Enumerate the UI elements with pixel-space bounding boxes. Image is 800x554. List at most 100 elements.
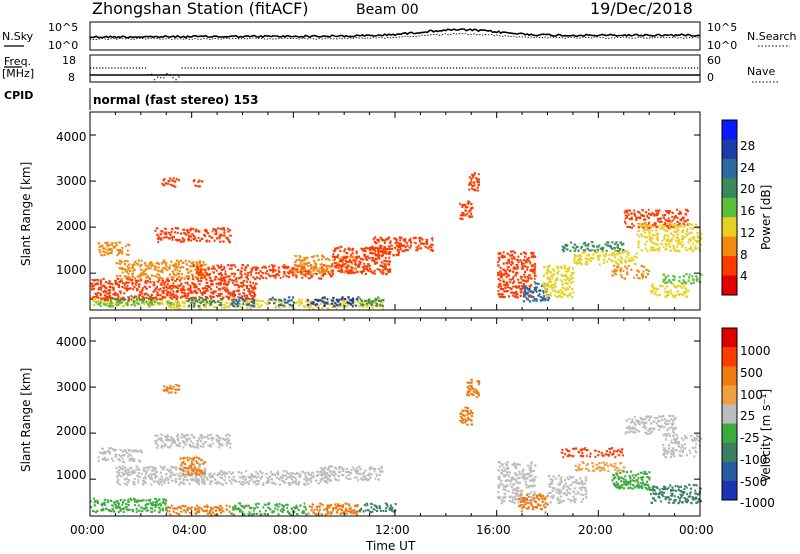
velocity-cell-8: [319, 465, 384, 482]
x-tick-0400: 04:00: [172, 523, 207, 537]
power-cell-13: [331, 245, 392, 276]
velocity-colorbar-label: Velocity [m s⁻¹]: [759, 388, 773, 482]
velocity-cb-tick-neg1000: -1000: [740, 496, 775, 510]
power-cell-30: [458, 200, 474, 221]
nave-trace: [90, 67, 699, 81]
power-cell-9: [97, 241, 131, 257]
power-cell-4: [186, 296, 224, 308]
power-cell-20: [541, 264, 575, 299]
velocity-colorbar-swatch-0: [722, 328, 737, 348]
power-colorbar-frame: [721, 119, 738, 296]
nave-label: Nave: [747, 65, 776, 78]
velocity-y-tick-4000: 4000: [56, 335, 87, 349]
velocity-colorbar-swatch-8: [722, 480, 737, 501]
freq-label: Freq.: [4, 55, 32, 68]
noise-right-tick-top: 10^5: [707, 21, 738, 34]
mode-label: normal (fast stereo) 153: [93, 93, 259, 107]
velocity-colorbar-swatch-6: [722, 442, 737, 463]
power-cb-tick-28: 28: [740, 139, 756, 153]
velocity-colorbar-frame: [721, 327, 738, 501]
velocity-colorbar-swatch-3: [722, 385, 737, 405]
noise-search-trace: [89, 33, 701, 41]
power-cell-10: [115, 259, 207, 280]
x-tick-0800: 08:00: [273, 523, 308, 537]
x-tick-1200: 12:00: [375, 523, 410, 537]
noise-sky-label: N.Sky: [2, 30, 34, 43]
freq-panel: [4, 54, 780, 110]
power-cell-5: [230, 293, 256, 308]
velocity-cell-13: [547, 474, 588, 505]
noise-sky-trace: [90, 28, 701, 39]
power-cb-tick-4: 4: [740, 269, 748, 283]
velocity-cell-21: [459, 406, 474, 426]
velocity-cell-9: [179, 456, 207, 476]
power-y-tick-3000: 3000: [56, 174, 87, 188]
noise-search-label: N.Search: [747, 30, 797, 43]
power-cell-28: [161, 177, 180, 188]
station-title: Zhongshan Station (fitACF): [92, 0, 309, 18]
cpid-label: CPID: [4, 89, 34, 102]
power-cb-tick-20: 20: [740, 182, 756, 196]
velocity-cell-4: [357, 502, 397, 514]
power-cell-16: [369, 236, 402, 257]
velocity-y-tick-1000: 1000: [56, 468, 87, 482]
power-cell-31: [468, 172, 480, 192]
velocity-y-tick-3000: 3000: [56, 380, 87, 394]
power-cell-2: [95, 300, 181, 308]
nave-tick-top: 60: [707, 54, 721, 67]
power-cb-tick-8: 8: [740, 248, 748, 262]
power-colorbar-label: Power [dB]: [759, 184, 773, 250]
power-cb-tick-16: 16: [740, 204, 756, 218]
velocity-cell-16: [624, 414, 677, 436]
power-colorbar-swatch-5: [722, 217, 737, 238]
beam-label: Beam 00: [356, 2, 419, 18]
power-colorbar-swatch-3: [722, 178, 737, 199]
power-colorbar-swatch-0: [722, 120, 737, 140]
power-cell-27: [611, 264, 650, 280]
velocity-cell-18: [649, 483, 702, 505]
power-colorbar-swatch-1: [722, 139, 737, 160]
velocity-cell-19: [611, 470, 651, 491]
velocity-panel: [89, 317, 738, 517]
power-cell-24: [636, 222, 703, 253]
freq-tick-top: 18: [62, 54, 76, 67]
power-colorbar-swatch-6: [722, 236, 737, 257]
power-cell-21: [561, 241, 625, 253]
pow-g-background: [90, 112, 700, 310]
freq-unit-label: [MHz]: [2, 67, 35, 80]
nave-tick-bottom: 0: [707, 71, 714, 84]
velocity-cell-20: [162, 384, 181, 394]
power-colorbar-swatch-4: [722, 197, 737, 218]
power-y-axis-label: Slant Range [km]: [19, 161, 33, 266]
power-cell-14: [90, 277, 258, 301]
power-cell-17: [395, 236, 434, 253]
velocity-cell-3: [307, 502, 359, 516]
power-cb-tick-12: 12: [740, 226, 756, 240]
freq-tick-bottom: 8: [68, 71, 75, 84]
velocity-cb-tick-25: 25: [740, 409, 756, 423]
power-cell-8: [356, 296, 385, 308]
power-cell-25: [649, 282, 690, 299]
power-cell-6: [268, 296, 295, 307]
vel-g-background: [90, 318, 700, 516]
noise-panel-frame: [89, 21, 701, 51]
velocity-cell-11: [496, 461, 537, 505]
velocity-cb-tick-neg100: -100: [740, 453, 768, 467]
velocity-cb-tick-500: 500: [740, 366, 763, 380]
velocity-cell-14: [560, 446, 624, 459]
power-cell-7: [306, 296, 359, 308]
x-tick-0000-end: 00:00: [679, 523, 714, 537]
power-cell-26: [662, 273, 703, 285]
power-panel: [89, 111, 738, 311]
power-cell-15: [154, 227, 232, 244]
velocity-cell-7: [191, 470, 332, 486]
noise-right-tick-bottom: 10^0: [707, 39, 738, 52]
velocity-cell-15: [574, 461, 626, 473]
velocity-cell-22: [466, 378, 481, 399]
velocity-cell-1: [165, 504, 231, 516]
power-y-tick-1000: 1000: [56, 263, 87, 277]
velocity-colorbar-swatch-4: [722, 404, 737, 425]
velocity-colorbar-swatch-7: [722, 461, 737, 482]
velocity-colorbar-swatch-5: [722, 423, 737, 444]
velocity-cb-tick-100: 100: [740, 388, 763, 402]
